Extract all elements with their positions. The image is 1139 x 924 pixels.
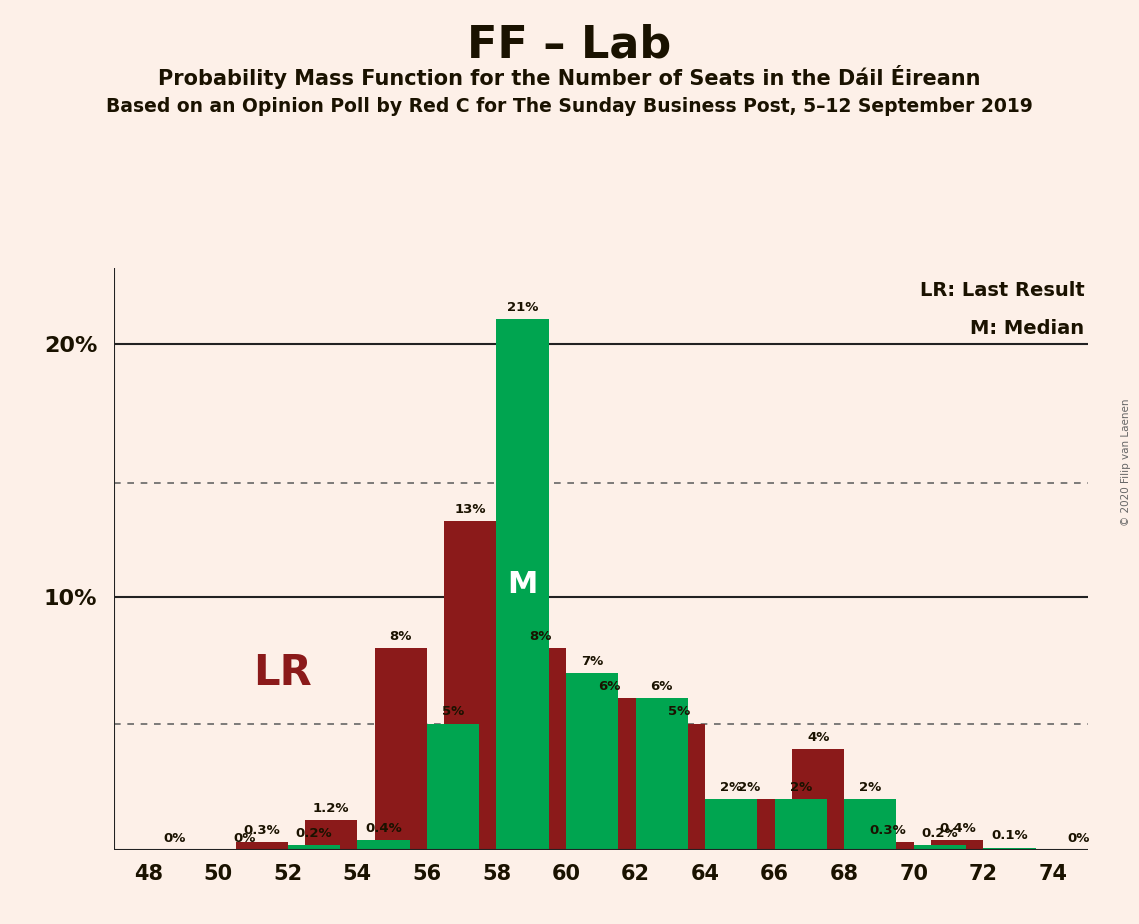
Bar: [444, 521, 497, 850]
Bar: [566, 673, 618, 850]
Bar: [792, 748, 844, 850]
Text: 5%: 5%: [667, 705, 690, 719]
Text: M: Median: M: Median: [970, 319, 1084, 337]
Bar: [288, 845, 339, 850]
Text: 4%: 4%: [808, 731, 829, 744]
Text: 6%: 6%: [650, 680, 673, 693]
Text: 8%: 8%: [390, 629, 412, 642]
Bar: [375, 648, 427, 850]
Bar: [427, 723, 480, 850]
Text: 6%: 6%: [598, 680, 621, 693]
Text: FF – Lab: FF – Lab: [467, 23, 672, 67]
Bar: [775, 799, 827, 850]
Text: Based on an Opinion Poll by Red C for The Sunday Business Post, 5–12 September 2: Based on an Opinion Poll by Red C for Th…: [106, 97, 1033, 116]
Text: 0.4%: 0.4%: [939, 821, 976, 835]
Bar: [844, 799, 896, 850]
Bar: [705, 799, 757, 850]
Text: 0.1%: 0.1%: [991, 830, 1027, 843]
Text: 0.2%: 0.2%: [296, 827, 333, 840]
Text: 0.4%: 0.4%: [366, 821, 402, 835]
Text: 0.2%: 0.2%: [921, 827, 958, 840]
Bar: [514, 648, 566, 850]
Text: 8%: 8%: [528, 629, 551, 642]
Text: 21%: 21%: [507, 300, 539, 313]
Text: 0%: 0%: [1068, 832, 1090, 845]
Text: LR: Last Result: LR: Last Result: [919, 281, 1084, 299]
Text: 2%: 2%: [738, 782, 760, 795]
Text: 7%: 7%: [581, 655, 604, 668]
Text: M: M: [507, 570, 538, 599]
Text: LR: LR: [253, 652, 312, 694]
Bar: [636, 699, 688, 850]
Text: 5%: 5%: [442, 705, 464, 719]
Text: 13%: 13%: [454, 503, 486, 516]
Bar: [932, 840, 983, 850]
Text: 2%: 2%: [859, 782, 882, 795]
Text: 0%: 0%: [164, 832, 186, 845]
Text: Probability Mass Function for the Number of Seats in the Dáil Éireann: Probability Mass Function for the Number…: [158, 65, 981, 89]
Text: 2%: 2%: [720, 782, 743, 795]
Text: 2%: 2%: [789, 782, 812, 795]
Text: 1.2%: 1.2%: [313, 802, 350, 815]
Bar: [653, 723, 705, 850]
Bar: [583, 699, 636, 850]
Bar: [722, 799, 775, 850]
Bar: [305, 820, 358, 850]
Text: © 2020 Filip van Laenen: © 2020 Filip van Laenen: [1121, 398, 1131, 526]
Bar: [236, 843, 288, 850]
Bar: [358, 840, 410, 850]
Text: 0.3%: 0.3%: [869, 824, 907, 837]
Bar: [497, 319, 549, 850]
Text: 0.3%: 0.3%: [244, 824, 280, 837]
Bar: [862, 843, 913, 850]
Text: 0%: 0%: [233, 832, 255, 845]
Bar: [913, 845, 966, 850]
Bar: [983, 847, 1035, 850]
